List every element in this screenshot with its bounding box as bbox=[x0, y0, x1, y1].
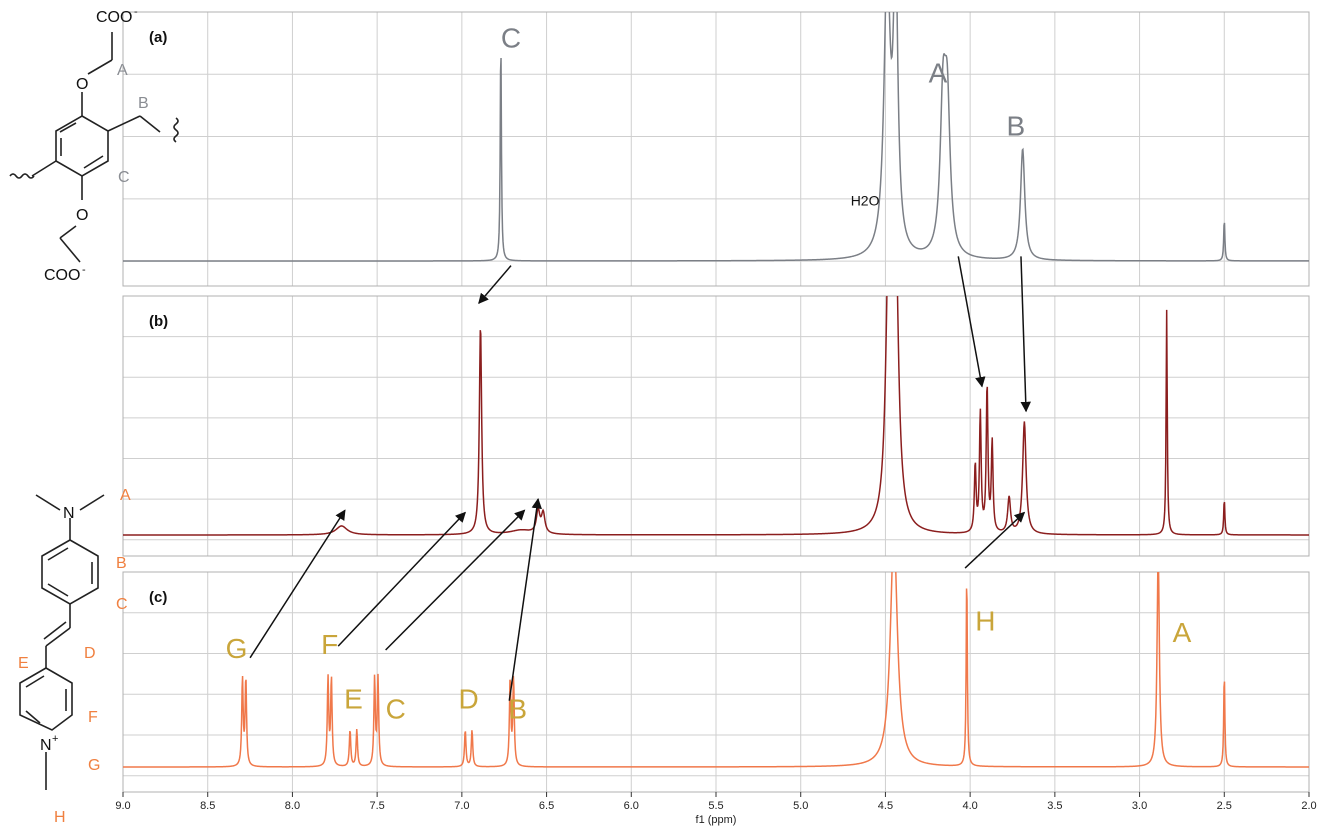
oxygen-top: O bbox=[76, 76, 88, 93]
benzene-double-2 bbox=[47, 583, 69, 597]
benzene-ring-outline bbox=[41, 539, 99, 605]
x-tick-label: 4.0 bbox=[962, 800, 977, 812]
spectrum-line-a bbox=[123, 12, 1309, 262]
peak-label: B bbox=[508, 693, 527, 724]
double-bond-1 bbox=[59, 122, 77, 133]
bond-bridge-2 bbox=[139, 115, 161, 133]
struct-label-c-bottom: C bbox=[116, 596, 128, 613]
struct-label-f-bottom: F bbox=[88, 709, 98, 726]
struct-label-e-bottom: E bbox=[18, 655, 29, 672]
x-tick-label: 5.5 bbox=[708, 800, 723, 812]
bond-vinyl-double bbox=[43, 621, 67, 640]
wavy-bond-left bbox=[9, 173, 35, 179]
x-tick-label: 2.0 bbox=[1301, 800, 1316, 812]
correlation-arrow bbox=[249, 509, 346, 659]
bond-nme-right bbox=[79, 494, 105, 511]
structure-bottom bbox=[19, 494, 105, 790]
x-tick-label: 7.0 bbox=[454, 800, 469, 812]
correlation-arrow bbox=[1020, 256, 1031, 413]
peak-label: H bbox=[975, 606, 995, 637]
charge-bottom: - bbox=[82, 264, 86, 276]
struct-label-d-bottom: D bbox=[84, 645, 96, 662]
struct-label-b-bottom: B bbox=[116, 555, 127, 572]
spectrum-line-b bbox=[123, 296, 1309, 536]
x-axis: 9.0 8.5 8.0 7.5 7.0 6.5 6.0 5.5 5.0 4.5 4.0 3.5 3.0 2… bbox=[115, 792, 1317, 826]
x-tick-label: 8.0 bbox=[285, 800, 300, 812]
grid-layer bbox=[122, 12, 1310, 792]
peak-label: A bbox=[929, 57, 948, 88]
oxygen-bottom: O bbox=[76, 207, 88, 224]
panel-frame bbox=[122, 295, 1310, 557]
panel-frame bbox=[122, 11, 1310, 287]
nitrogen-amine: N bbox=[63, 505, 75, 522]
x-tick-label: 3.0 bbox=[1132, 800, 1147, 812]
spectra-layer bbox=[123, 12, 1309, 768]
bond-och2-top bbox=[87, 59, 113, 75]
peak-label: F bbox=[321, 629, 338, 660]
bond-nme-left bbox=[35, 494, 61, 511]
bond-vinyl-2 bbox=[45, 627, 71, 647]
correlation-arrow bbox=[957, 256, 986, 388]
pyridine-ring bbox=[19, 667, 73, 731]
correlation-arrow bbox=[385, 509, 526, 651]
x-tick-label: 8.5 bbox=[200, 800, 215, 812]
peak-label: C bbox=[386, 693, 406, 724]
correlation-arrows bbox=[249, 256, 1031, 701]
x-tick-label: 7.5 bbox=[369, 800, 384, 812]
pyridine-double-3 bbox=[25, 675, 45, 688]
x-tick-label: 3.5 bbox=[1047, 800, 1062, 812]
struct-label-a-top: A bbox=[117, 62, 128, 79]
struct-label-b-top: B bbox=[138, 95, 149, 112]
peak-label: E bbox=[344, 684, 363, 715]
bond-left bbox=[31, 160, 57, 177]
struct-label-c-top: C bbox=[118, 169, 130, 186]
x-tick-label: 6.0 bbox=[624, 800, 639, 812]
benzene-double-3 bbox=[47, 547, 69, 561]
peak-label: C bbox=[501, 23, 521, 54]
carboxylate-top: COO bbox=[96, 9, 132, 26]
panel-label: (c) bbox=[149, 589, 167, 606]
x-tick-label: 4.5 bbox=[878, 800, 893, 812]
x-tick-label: 9.0 bbox=[115, 800, 130, 812]
bond-och2-bottom bbox=[59, 225, 77, 239]
x-axis-label: f1 (ppm) bbox=[696, 814, 737, 826]
panel-label: (a) bbox=[149, 29, 167, 46]
peak-label: A bbox=[1173, 617, 1192, 648]
struct-label-g-bottom: G bbox=[88, 757, 100, 774]
structure-top bbox=[9, 32, 179, 263]
peak-label: G bbox=[226, 633, 248, 664]
spectrum-line-c bbox=[123, 572, 1309, 768]
bond-bridge-1 bbox=[107, 115, 141, 132]
panel-label: (b) bbox=[149, 313, 168, 330]
carboxylate-bottom: COO bbox=[44, 267, 80, 284]
correlation-arrow bbox=[478, 265, 512, 305]
bond-ch2-coo-bottom bbox=[59, 237, 81, 263]
double-bond-2 bbox=[83, 155, 104, 169]
solvent-label: H2O bbox=[851, 192, 880, 208]
peak-label: B bbox=[1007, 111, 1026, 142]
x-tick-label: 6.5 bbox=[539, 800, 554, 812]
charge-plus: + bbox=[52, 733, 58, 745]
correlation-arrow bbox=[508, 497, 542, 701]
struct-label-a-bottom: A bbox=[120, 487, 131, 504]
charge-top: - bbox=[134, 6, 138, 18]
struct-label-h-bottom: H bbox=[54, 809, 66, 826]
x-tick-label: 5.0 bbox=[793, 800, 808, 812]
benzene-ring-top bbox=[55, 115, 109, 177]
pyridine-double-2 bbox=[25, 710, 41, 724]
correlation-arrow bbox=[337, 511, 466, 647]
x-tick-label: 2.5 bbox=[1217, 800, 1232, 812]
correlation-arrow bbox=[964, 511, 1026, 569]
wavy-bond-right bbox=[173, 117, 179, 143]
peak-label: D bbox=[459, 684, 479, 715]
nitrogen-pyridinium: N bbox=[40, 737, 52, 754]
